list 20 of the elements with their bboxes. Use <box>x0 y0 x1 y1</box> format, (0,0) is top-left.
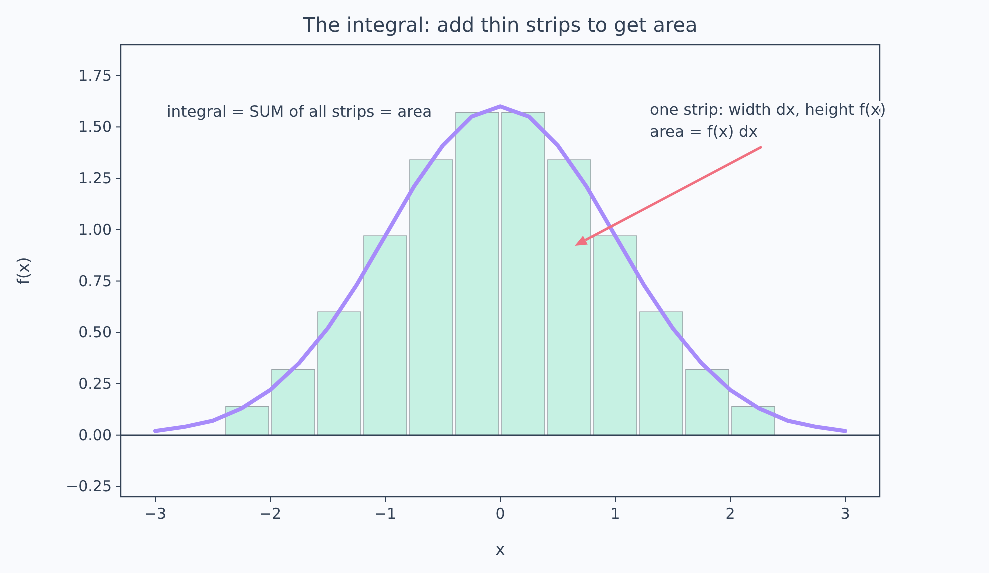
x-tick-label: −2 <box>259 505 282 523</box>
y-axis-title: f(x) <box>14 257 33 285</box>
y-tick-label: 0.75 <box>78 272 112 290</box>
annotation: integral = SUM of all strips = area <box>167 103 432 121</box>
x-tick-label: −3 <box>144 505 167 523</box>
y-tick-label: 0.50 <box>78 324 112 342</box>
y-tick-label: 1.25 <box>78 170 112 188</box>
x-tick-label: 0 <box>496 505 506 523</box>
y-tick-label: −0.25 <box>66 478 112 496</box>
y-tick-label: 1.75 <box>78 66 112 85</box>
y-tick-label: 1.50 <box>78 118 112 136</box>
y-tick-label: 0.00 <box>78 426 112 444</box>
x-tick-label: −1 <box>374 505 397 523</box>
x-tick-label: 3 <box>840 505 850 523</box>
x-axis-title: x <box>496 540 506 559</box>
chart-title: The integral: add thin strips to get area <box>302 13 698 37</box>
y-tick-label: 0.25 <box>78 375 112 393</box>
x-tick-label: 1 <box>610 505 620 523</box>
x-tick-label: 2 <box>726 505 736 523</box>
y-tick-label: 1.00 <box>78 220 112 239</box>
